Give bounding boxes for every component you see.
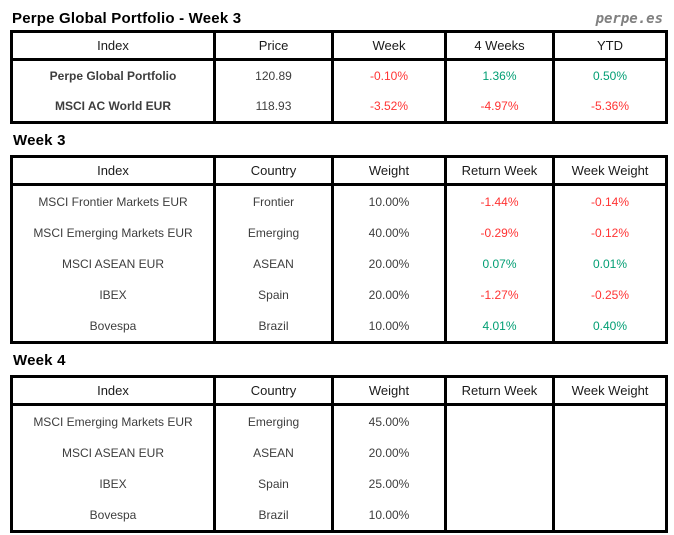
cell-country: Spain (213, 468, 334, 499)
cell-index: Perpe Global Portfolio (10, 59, 216, 91)
cell-index: MSCI ASEAN EUR (10, 437, 216, 468)
cell-week-weight: -0.14% (552, 184, 668, 217)
brand-logo: perpe.es (595, 11, 663, 27)
cell-country: Brazil (213, 310, 334, 344)
column-header-index: Index (10, 375, 216, 406)
column-header-weight: Weight (331, 375, 447, 406)
cell-weight: 10.00% (331, 310, 447, 344)
cell-week-weight: -0.12% (552, 217, 668, 248)
cell-ytd: -5.36% (552, 91, 668, 124)
cell-weight: 20.00% (331, 437, 447, 468)
week4-section-label: Week 4 (13, 352, 66, 369)
table-row: Perpe Global Portfolio 120.89 -0.10% 1.3… (10, 59, 668, 91)
column-header-week: Week (331, 30, 447, 61)
cell-index: IBEX (10, 279, 216, 310)
table-row: MSCI AC World EUR 118.93 -3.52% -4.97% -… (10, 91, 668, 124)
table-row: Bovespa Brazil 10.00% 4.01% 0.40% (10, 310, 668, 344)
table-row: MSCI Emerging Markets EUR Emerging 45.00… (10, 404, 668, 437)
week3-section-label: Week 3 (13, 132, 66, 149)
cell-week-weight (552, 404, 668, 437)
cell-weight: 40.00% (331, 217, 447, 248)
column-header-country: Country (213, 155, 334, 186)
column-header-ytd: YTD (552, 30, 668, 61)
cell-return-week (444, 499, 555, 533)
cell-week: -3.52% (331, 91, 447, 124)
column-header-week-weight: Week Weight (552, 375, 668, 406)
cell-return-week: 4.01% (444, 310, 555, 344)
table-row: Bovespa Brazil 10.00% (10, 499, 668, 533)
column-header-4weeks: 4 Weeks (444, 30, 555, 61)
cell-price: 118.93 (213, 91, 334, 124)
table-row: IBEX Spain 25.00% (10, 468, 668, 499)
column-header-price: Price (213, 30, 334, 61)
cell-index: MSCI Frontier Markets EUR (10, 184, 216, 217)
cell-country: Emerging (213, 404, 334, 437)
column-header-country: Country (213, 375, 334, 406)
cell-weight: 20.00% (331, 279, 447, 310)
cell-return-week (444, 468, 555, 499)
cell-index: MSCI Emerging Markets EUR (10, 217, 216, 248)
cell-return-week (444, 404, 555, 437)
cell-week-weight: -0.25% (552, 279, 668, 310)
cell-week: -0.10% (331, 59, 447, 91)
column-header-index: Index (10, 30, 216, 61)
cell-country: Spain (213, 279, 334, 310)
cell-4weeks: -4.97% (444, 91, 555, 124)
week3-header-row: Index Country Weight Return Week Week We… (10, 155, 668, 186)
header-bar: Perpe Global Portfolio - Week 3 perpe.es (10, 5, 665, 27)
table-row: MSCI Frontier Markets EUR Frontier 10.00… (10, 184, 668, 217)
cell-country: Emerging (213, 217, 334, 248)
cell-week-weight (552, 437, 668, 468)
table-row: MSCI ASEAN EUR ASEAN 20.00% (10, 437, 668, 468)
cell-return-week: -1.44% (444, 184, 555, 217)
cell-week-weight: 0.40% (552, 310, 668, 344)
cell-return-week: 0.07% (444, 248, 555, 279)
table-row: IBEX Spain 20.00% -1.27% -0.25% (10, 279, 668, 310)
cell-price: 120.89 (213, 59, 334, 91)
cell-country: Brazil (213, 499, 334, 533)
cell-return-week: -1.27% (444, 279, 555, 310)
cell-week-weight (552, 499, 668, 533)
cell-country: ASEAN (213, 248, 334, 279)
cell-4weeks: 1.36% (444, 59, 555, 91)
week4-header-row: Index Country Weight Return Week Week We… (10, 375, 668, 406)
cell-ytd: 0.50% (552, 59, 668, 91)
cell-index: MSCI ASEAN EUR (10, 248, 216, 279)
summary-table: Index Price Week 4 Weeks YTD Perpe Globa… (10, 30, 668, 124)
cell-index: MSCI Emerging Markets EUR (10, 404, 216, 437)
week3-table: Index Country Weight Return Week Week We… (10, 155, 668, 344)
cell-week-weight (552, 468, 668, 499)
cell-country: ASEAN (213, 437, 334, 468)
cell-weight: 25.00% (331, 468, 447, 499)
cell-index: Bovespa (10, 310, 216, 344)
column-header-return-week: Return Week (444, 155, 555, 186)
cell-weight: 20.00% (331, 248, 447, 279)
cell-weight: 10.00% (331, 499, 447, 533)
cell-return-week (444, 437, 555, 468)
cell-index: MSCI AC World EUR (10, 91, 216, 124)
column-header-week-weight: Week Weight (552, 155, 668, 186)
week4-table: Index Country Weight Return Week Week We… (10, 375, 668, 533)
cell-weight: 10.00% (331, 184, 447, 217)
column-header-index: Index (10, 155, 216, 186)
table-row: MSCI ASEAN EUR ASEAN 20.00% 0.07% 0.01% (10, 248, 668, 279)
column-header-weight: Weight (331, 155, 447, 186)
cell-country: Frontier (213, 184, 334, 217)
summary-header-row: Index Price Week 4 Weeks YTD (10, 30, 668, 61)
page-title: Perpe Global Portfolio - Week 3 (12, 10, 242, 27)
cell-weight: 45.00% (331, 404, 447, 437)
cell-index: Bovespa (10, 499, 216, 533)
cell-index: IBEX (10, 468, 216, 499)
cell-week-weight: 0.01% (552, 248, 668, 279)
column-header-return-week: Return Week (444, 375, 555, 406)
cell-return-week: -0.29% (444, 217, 555, 248)
table-row: MSCI Emerging Markets EUR Emerging 40.00… (10, 217, 668, 248)
